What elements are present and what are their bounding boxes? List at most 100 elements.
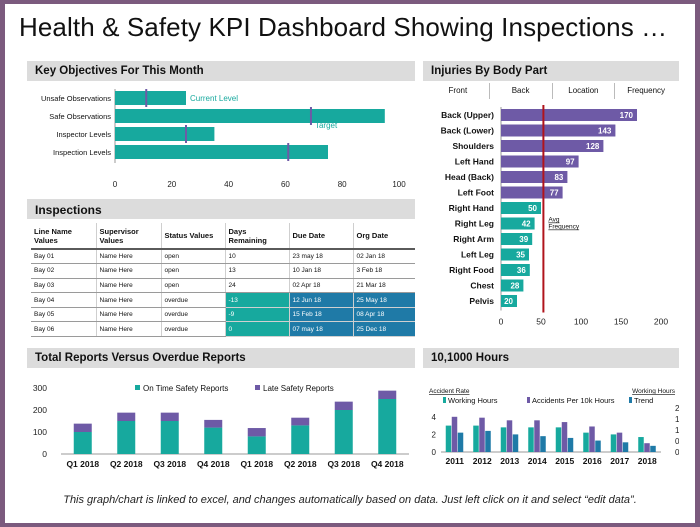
x-tick-label: 0 — [113, 180, 118, 189]
category-label: Pelvis — [469, 296, 494, 306]
injury-bar — [501, 248, 529, 261]
objectives-header: Key Objectives For This Month — [27, 61, 415, 81]
footer-note: This graph/chart is linked to excel, and… — [63, 494, 637, 506]
cell-status: open — [160, 278, 225, 294]
current-bar — [115, 127, 215, 141]
cell-supervisor: Name Here — [95, 292, 161, 308]
col-org-date[interactable]: Org Date — [352, 223, 415, 250]
x-tick-label: 2015 — [555, 456, 574, 466]
table-row[interactable]: Bay 05 Name Here overdue -9 15 Feb 18 08 Apr … — [31, 307, 415, 323]
objectives-chart[interactable]: 0 20 40 60 80 100 Unsafe Observations Safe Obse… — [27, 81, 415, 195]
legend-label: Accidents Per 10k Hours — [532, 396, 615, 405]
reports-panel: Total Reports Versus Overdue Reports 0 10… — [27, 348, 415, 472]
cell-line: Bay 01 — [31, 249, 96, 265]
col-status[interactable]: Status Values — [160, 223, 225, 250]
bar-value-label: 39 — [519, 235, 528, 244]
x-tick-label: Q1 2018 — [66, 459, 99, 469]
col-line-name[interactable]: Line Name Values — [31, 223, 96, 250]
hours-bar — [595, 440, 601, 452]
injuries-chart[interactable]: Back (Upper) 170 Back (Lower) 143 Shoulders 1… — [423, 101, 679, 341]
ontime-bar — [334, 410, 353, 454]
late-bar — [334, 401, 353, 410]
hours-bar — [650, 445, 656, 452]
cell-org: 25 Dec 18 — [352, 321, 415, 338]
category-label: Right Arm — [453, 234, 494, 244]
late-bar — [73, 423, 92, 432]
y-tick-label: 0 — [432, 448, 437, 457]
cell-days: 24 — [224, 278, 289, 294]
cell-days: -13 — [224, 292, 289, 308]
x-tick-label: 200 — [654, 317, 668, 327]
cell-status: overdue — [160, 292, 225, 308]
hours-bar — [622, 442, 629, 452]
tab-location[interactable]: Location — [553, 83, 616, 99]
injuries-tabs: Front Back Location Frequency — [427, 83, 677, 99]
y-tick-label: 300 — [33, 383, 47, 393]
table-row[interactable]: Bay 03 Name Here open 24 02 Apr 18 21 Mar 18 — [31, 278, 415, 294]
hours-bar — [567, 437, 574, 452]
category-label: Head (Back) — [445, 172, 494, 182]
x-tick-label: 80 — [338, 180, 347, 189]
cell-supervisor: Name Here — [95, 321, 161, 338]
cell-status: overdue — [160, 307, 225, 323]
inspections-header: Inspections — [27, 199, 415, 219]
inspections-table: Line Name Values Supervisor Values Statu… — [31, 223, 415, 338]
legend-swatch — [527, 397, 530, 403]
x-tick-label: 2018 — [638, 456, 657, 466]
y2-tick-label: 1.5 — [675, 415, 679, 424]
category-label: Chest — [470, 281, 494, 291]
tab-frequency[interactable]: Frequency — [627, 86, 666, 95]
ontime-bar — [378, 399, 397, 454]
y-tick-label: 4 — [432, 413, 437, 422]
cell-days: 0 — [224, 321, 289, 338]
hours-bar — [540, 436, 546, 452]
table-header-row: Line Name Values Supervisor Values Statu… — [31, 223, 415, 250]
category-label: Inspection Levels — [53, 148, 111, 157]
injury-bar — [501, 202, 541, 214]
objectives-panel: Key Objectives For This Month 0 20 40 60 80 1… — [27, 61, 415, 195]
y-tick-label: 100 — [33, 427, 47, 437]
table-row[interactable]: Bay 01 Name Here open 10 23 may 18 02 Jan 18 — [31, 249, 415, 265]
x-tick-label: 2012 — [473, 456, 492, 466]
cell-due: 23 may 18 — [288, 249, 353, 265]
tab-back[interactable]: Back — [490, 83, 553, 99]
hours-bar — [561, 422, 568, 452]
hours-bar — [512, 434, 519, 452]
reports-header: Total Reports Versus Overdue Reports — [27, 348, 415, 368]
cell-line: Bay 05 — [31, 307, 96, 323]
tab-front[interactable]: Front — [427, 83, 490, 99]
bar-value-label: 28 — [510, 282, 519, 291]
col-days-remaining[interactable]: Days Remaining — [224, 223, 289, 250]
bar-value-label: 170 — [620, 111, 634, 120]
legend-swatch-late — [255, 385, 260, 390]
col-due-date[interactable]: Due Date — [288, 223, 353, 250]
x-tick-label: 2011 — [446, 456, 465, 466]
table-row[interactable]: Bay 04 Name Here overdue -13 12 Jun 18 25 May… — [31, 292, 415, 308]
legend-label: Working Hours — [448, 396, 498, 405]
legend-label: Trend — [634, 396, 653, 405]
y2-tick-label: 0.5 — [675, 437, 679, 446]
x-tick-label: 2013 — [500, 456, 519, 466]
hours-bar — [485, 430, 491, 452]
table-row[interactable]: Bay 02 Name Here open 13 10 Jan 18 3 Feb 18 — [31, 263, 415, 279]
left-axis-label: Accident Rate — [429, 388, 470, 395]
cell-line: Bay 02 — [31, 263, 96, 279]
cell-supervisor: Name Here — [95, 263, 161, 279]
hours-bar — [638, 437, 644, 452]
current-bar — [115, 109, 385, 123]
table-row[interactable]: Bay 06 Name Here overdue 0 07 may 18 25 Dec 1… — [31, 321, 415, 338]
legend-swatch — [443, 397, 446, 403]
hours-bar — [528, 427, 534, 452]
cell-line: Bay 04 — [31, 292, 96, 308]
col-supervisor[interactable]: Supervisor Values — [95, 223, 161, 250]
late-bar — [291, 417, 310, 426]
x-tick-label: 20 — [167, 180, 176, 189]
reports-chart[interactable]: 0 100 200 300 Q1 2018 Q2 2018 Q3 2018 Q4 2018 Q1… — [27, 368, 415, 472]
y2-tick-label: 0 — [675, 448, 679, 457]
bar-value-label: 83 — [554, 173, 563, 182]
target-marker — [309, 107, 312, 125]
bar-value-label: 20 — [504, 297, 513, 306]
category-label: Back (Upper) — [441, 110, 494, 120]
injury-bar — [501, 186, 563, 199]
